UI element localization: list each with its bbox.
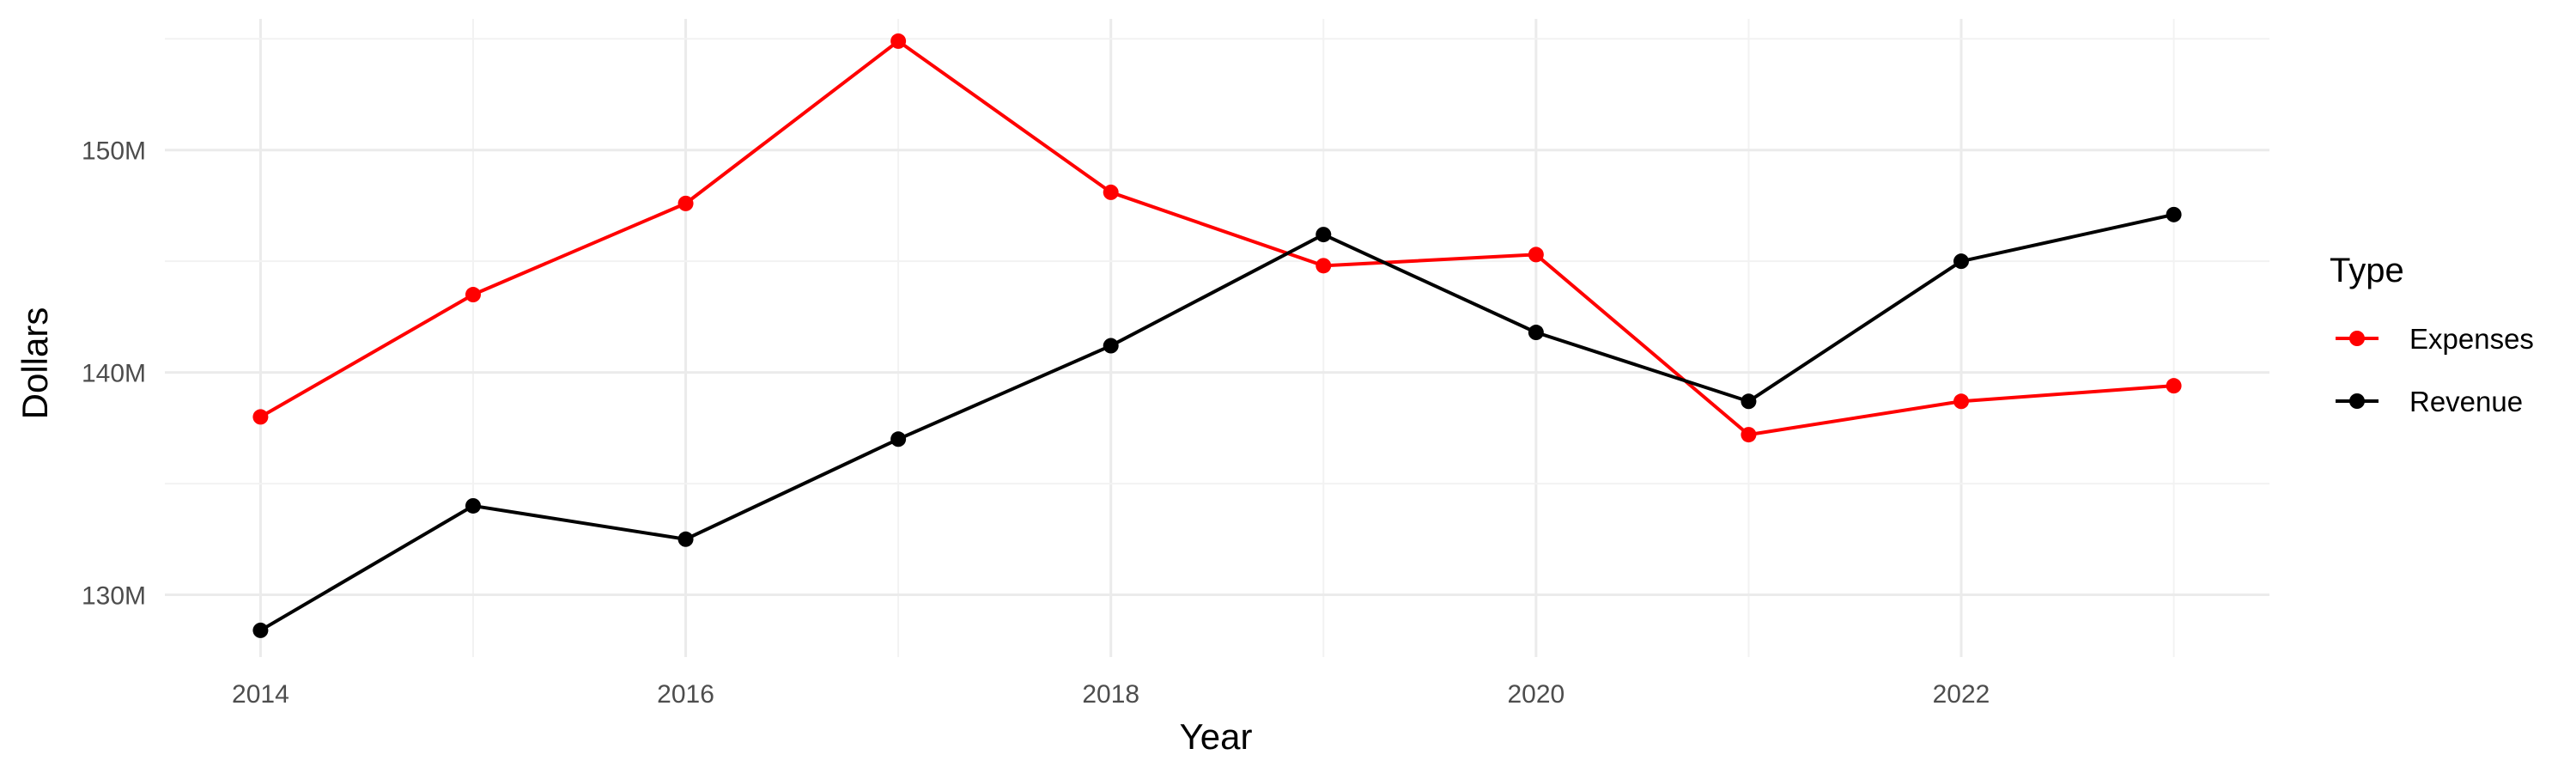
data-point-revenue [677, 531, 694, 547]
data-point-expenses [465, 287, 481, 303]
data-point-expenses [1741, 427, 1757, 443]
legend-title: Type [2330, 252, 2404, 289]
data-point-expenses [677, 195, 694, 211]
data-point-expenses [1528, 247, 1544, 263]
x-tick-label: 2018 [1082, 680, 1139, 709]
y-tick-label: 140M [82, 360, 146, 388]
data-point-revenue [465, 497, 481, 514]
data-point-revenue [1315, 227, 1332, 243]
data-point-revenue [1528, 325, 1544, 341]
data-point-revenue [1741, 393, 1757, 410]
y-tick-label: 130M [82, 582, 146, 611]
data-point-revenue [1953, 253, 1970, 270]
x-tick-label: 2016 [657, 680, 714, 709]
grid-lines [165, 19, 2269, 657]
data-point-revenue [1103, 338, 1119, 354]
data-point-expenses [2166, 378, 2182, 394]
data-point-revenue [2166, 206, 2182, 222]
data-point-expenses [1953, 393, 1970, 410]
data-point-expenses [252, 409, 269, 425]
y-tick-label: 150M [82, 137, 146, 166]
x-tick-label: 2022 [1933, 680, 1990, 709]
x-tick-label: 2014 [232, 680, 289, 709]
legend-label-revenue: Revenue [2409, 386, 2523, 417]
data-point-expenses [1315, 258, 1332, 274]
x-axis-title: Year [1180, 716, 1253, 757]
legend-label-expenses: Expenses [2409, 323, 2534, 355]
series-line-expenses [259, 39, 2174, 437]
x-tick-label: 2020 [1507, 680, 1564, 709]
data-point-expenses [1103, 184, 1119, 200]
legend-key-expenses-point [2349, 331, 2365, 346]
data-point-revenue [890, 431, 907, 447]
tick-labels: 2014 2016 2018 2020 2022 130M 140M 150M [82, 137, 1990, 709]
series-layer [252, 33, 2182, 638]
series-line-revenue [259, 212, 2175, 632]
legend: Type Expenses Revenue [2330, 252, 2534, 417]
y-axis-title: Dollars [15, 307, 55, 420]
data-point-expenses [890, 33, 907, 49]
data-point-revenue [252, 622, 269, 638]
legend-key-revenue-point [2349, 393, 2365, 409]
